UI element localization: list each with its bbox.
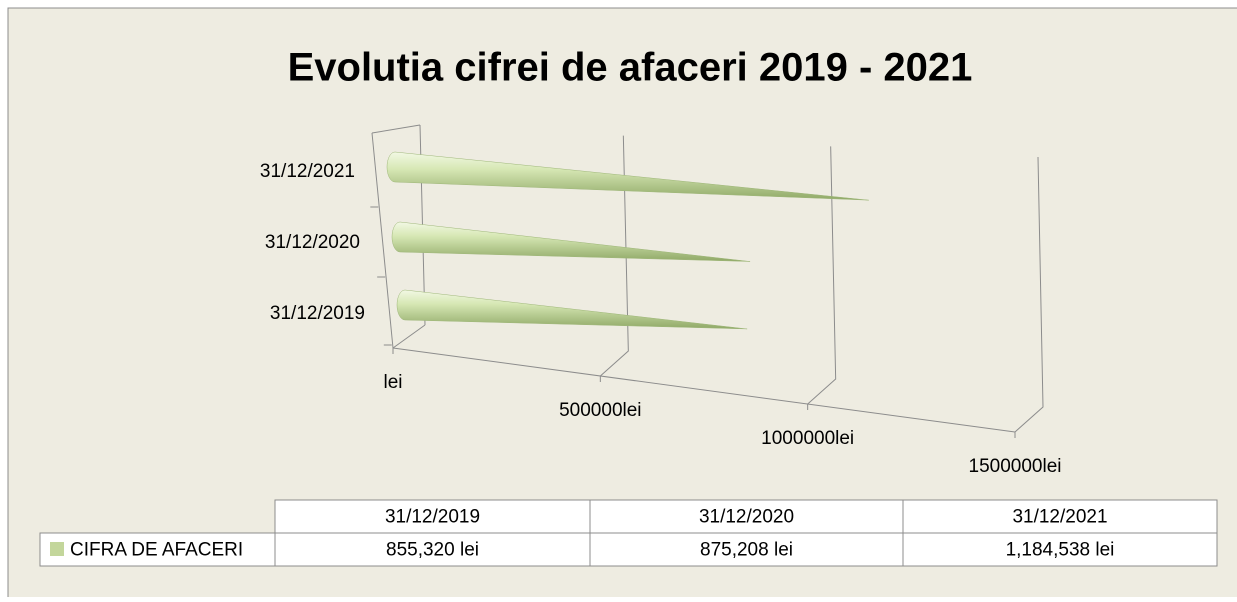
grid-line — [807, 146, 837, 405]
axis-line — [392, 324, 426, 349]
x-tick-label: 1500000lei — [969, 456, 1062, 477]
y-tick-label: 31/12/2020 — [265, 232, 360, 253]
grid-line — [1014, 156, 1044, 433]
legend-label: CIFRA DE AFACERI — [70, 540, 243, 561]
x-tick-label: 1000000lei — [761, 428, 854, 449]
table-cell: 875,208 lei — [700, 540, 793, 561]
axis-line — [371, 124, 421, 134]
x-tick-label: lei — [383, 372, 402, 393]
table-row — [274, 499, 1218, 534]
data-table: 31/12/2019 855,320 lei 31/12/2020 875,208 l… — [39, 499, 1218, 567]
legend-swatch — [50, 542, 64, 556]
table-cell: 855,320 lei — [386, 540, 479, 561]
axis-line — [392, 347, 1016, 433]
axis-line — [371, 132, 394, 349]
bar — [391, 221, 751, 262]
bar — [396, 289, 748, 330]
y-tick-label: 31/12/2019 — [270, 303, 365, 324]
table-header: 31/12/2020 — [699, 507, 794, 528]
bar — [386, 151, 869, 201]
table-header: 31/12/2021 — [1012, 507, 1107, 528]
y-tick-label: 31/12/2021 — [260, 161, 355, 182]
grid-line — [600, 135, 629, 377]
table-header: 31/12/2019 — [385, 507, 480, 528]
table-row — [39, 532, 1218, 567]
x-tick-label: 500000lei — [559, 400, 641, 421]
table-cell: 1,184,538 lei — [1006, 540, 1115, 561]
chart-title: Evolutia cifrei de afaceri 2019 - 2021 — [288, 46, 973, 90]
